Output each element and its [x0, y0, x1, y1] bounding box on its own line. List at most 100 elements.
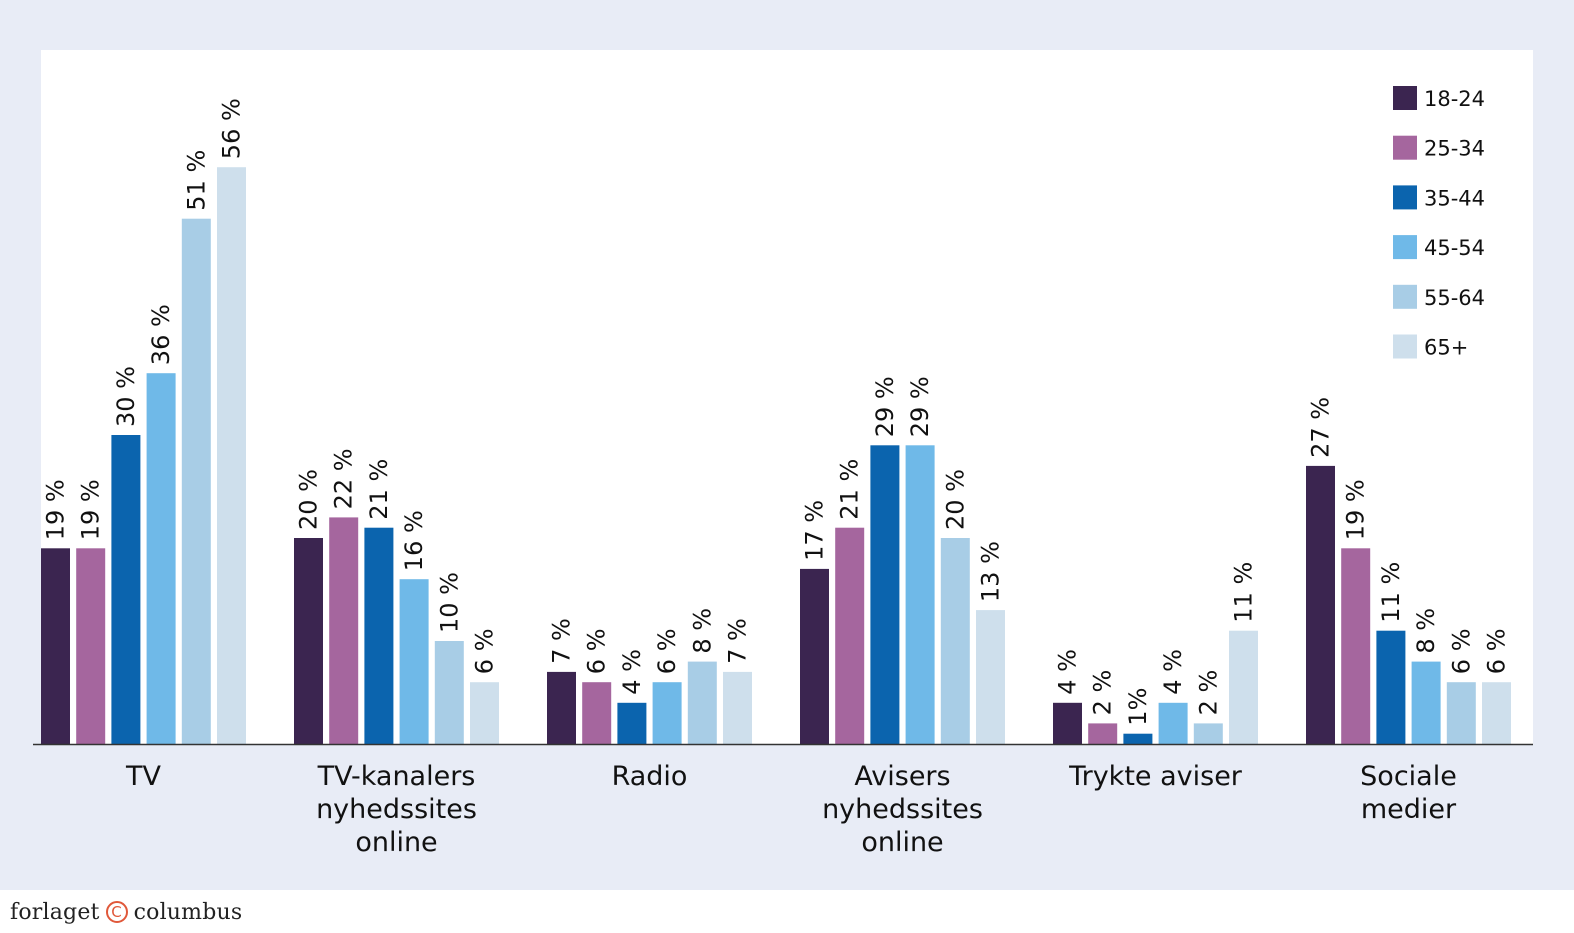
- value-label-2-3: 6 %: [653, 628, 681, 674]
- legend-label-5: 65+: [1424, 336, 1468, 360]
- value-label-3-5: 13 %: [977, 541, 1005, 602]
- bar-2-1: [582, 682, 612, 744]
- publisher-name-right: columbus: [133, 899, 243, 925]
- category-label-3-2: online: [861, 827, 943, 858]
- bar-4-4: [1193, 723, 1223, 744]
- bar-3-2: [870, 445, 900, 744]
- bar-1-4: [434, 641, 464, 744]
- value-label-5-5: 6 %: [1483, 628, 1511, 674]
- legend: 18-24 25-34 35-44 45-54 55-64 65+: [1393, 86, 1485, 360]
- category-label-1-1: nyhedssites: [316, 794, 477, 825]
- value-label-5-1: 19 %: [1342, 479, 1370, 540]
- bar-1-2: [364, 527, 394, 744]
- value-label-4-0: 4 %: [1054, 649, 1082, 695]
- bar-0-2: [111, 435, 141, 744]
- bar-4-1: [1088, 723, 1118, 744]
- plot-area: [41, 50, 1533, 744]
- value-label-0-4: 51 %: [182, 150, 210, 211]
- bar-5-3: [1411, 661, 1441, 744]
- bar-1-1: [329, 517, 359, 744]
- value-label-2-1: 6 %: [583, 628, 611, 674]
- bar-4-2: [1123, 733, 1153, 744]
- bar-2-2: [617, 702, 647, 744]
- value-label-3-0: 17 %: [801, 500, 829, 561]
- bar-0-1: [76, 548, 106, 744]
- category-label-2-0: Radio: [612, 761, 688, 792]
- bar-0-4: [181, 218, 211, 744]
- category-label-1-2: online: [355, 827, 437, 858]
- bar-5-4: [1446, 682, 1476, 744]
- category-label-3-0: Avisers: [854, 761, 950, 792]
- category-label-3-1: nyhedssites: [822, 794, 983, 825]
- bar-1-3: [399, 579, 429, 744]
- bar-0-5: [217, 167, 246, 744]
- value-label-3-1: 21 %: [836, 459, 864, 520]
- value-label-0-3: 36 %: [147, 304, 175, 365]
- legend-swatch-5: [1393, 334, 1417, 359]
- value-label-0-2: 30 %: [112, 366, 140, 427]
- bar-3-5: [976, 610, 1005, 744]
- value-label-4-3: 4 %: [1159, 649, 1187, 695]
- bar-0-0: [41, 548, 70, 744]
- legend-label-0: 18-24: [1424, 87, 1485, 111]
- bar-3-3: [905, 445, 935, 744]
- bar-4-5: [1229, 630, 1258, 744]
- value-label-0-5: 56 %: [218, 98, 246, 159]
- value-label-5-3: 8 %: [1412, 608, 1440, 654]
- publisher-name-left: forlaget: [10, 899, 100, 925]
- category-label-4-0: Trykte aviser: [1068, 761, 1243, 792]
- bar-2-3: [652, 682, 682, 744]
- value-label-5-2: 11 %: [1377, 562, 1405, 623]
- legend-label-2: 35-44: [1424, 186, 1485, 210]
- value-label-5-0: 27 %: [1307, 397, 1335, 458]
- bar-5-0: [1306, 465, 1335, 744]
- value-label-1-4: 10 %: [435, 572, 463, 633]
- value-label-2-2: 4 %: [618, 649, 646, 695]
- category-label-0-0: TV: [125, 761, 161, 792]
- value-label-2-4: 8 %: [688, 608, 716, 654]
- value-label-3-4: 20 %: [941, 469, 969, 530]
- legend-swatch-4: [1393, 284, 1417, 309]
- legend-label-4: 55-64: [1424, 286, 1485, 310]
- category-label-5-1: medier: [1361, 794, 1457, 825]
- legend-swatch-3: [1393, 235, 1417, 260]
- value-label-2-0: 7 %: [548, 618, 576, 664]
- value-label-1-5: 6 %: [471, 628, 499, 674]
- value-labels-layer: 19 % 19 %30 %36 %51 %56 %20 % 22 % 21 %16 %…: [42, 98, 1511, 725]
- value-label-1-2: 21 %: [365, 459, 393, 520]
- bar-5-2: [1376, 630, 1406, 744]
- bar-chart: 19 % 19 %30 %36 %51 %56 %20 % 22 % 21 %16 %…: [33, 50, 1533, 858]
- bar-2-0: [547, 671, 576, 744]
- value-label-0-1: 19 %: [77, 479, 105, 540]
- value-label-4-2: 1%: [1124, 688, 1152, 726]
- publisher-logo: forlaget C columbus: [10, 896, 242, 928]
- category-label-5-0: Sociale: [1360, 761, 1457, 792]
- chart-frame: 19 % 19 % 30 % 36 % 51 % 56 % 20 % 22 % 21 % 16 %…: [0, 0, 1574, 890]
- legend-swatch-0: [1393, 86, 1417, 110]
- value-label-1-3: 16 %: [400, 510, 428, 571]
- bar-3-1: [835, 527, 865, 744]
- value-label-3-2: 29 %: [871, 376, 899, 437]
- bar-2-5: [723, 671, 752, 744]
- bar-1-5: [470, 682, 499, 744]
- bar-4-0: [1053, 702, 1082, 744]
- bar-5-1: [1341, 548, 1371, 744]
- value-label-1-1: 22 %: [330, 448, 358, 509]
- legend-swatch-1: [1393, 135, 1417, 160]
- bar-4-3: [1158, 702, 1188, 744]
- legend-swatch-2: [1393, 185, 1417, 210]
- value-label-4-1: 2 %: [1089, 670, 1117, 716]
- legend-label-3: 45-54: [1424, 236, 1485, 260]
- bar-1-0: [294, 538, 323, 744]
- bars-layer: [41, 167, 1511, 744]
- bar-5-5: [1482, 682, 1511, 744]
- bar-0-3: [146, 373, 176, 744]
- category-label-1-0: TV-kanalers: [317, 761, 476, 792]
- value-label-0-0: 19 %: [42, 479, 70, 540]
- value-label-2-5: 7 %: [724, 618, 752, 664]
- value-label-4-5: 11 %: [1230, 562, 1258, 623]
- legend-label-1: 25-34: [1424, 137, 1485, 161]
- copyright-circle-icon: C: [105, 901, 128, 923]
- bar-3-0: [800, 568, 829, 744]
